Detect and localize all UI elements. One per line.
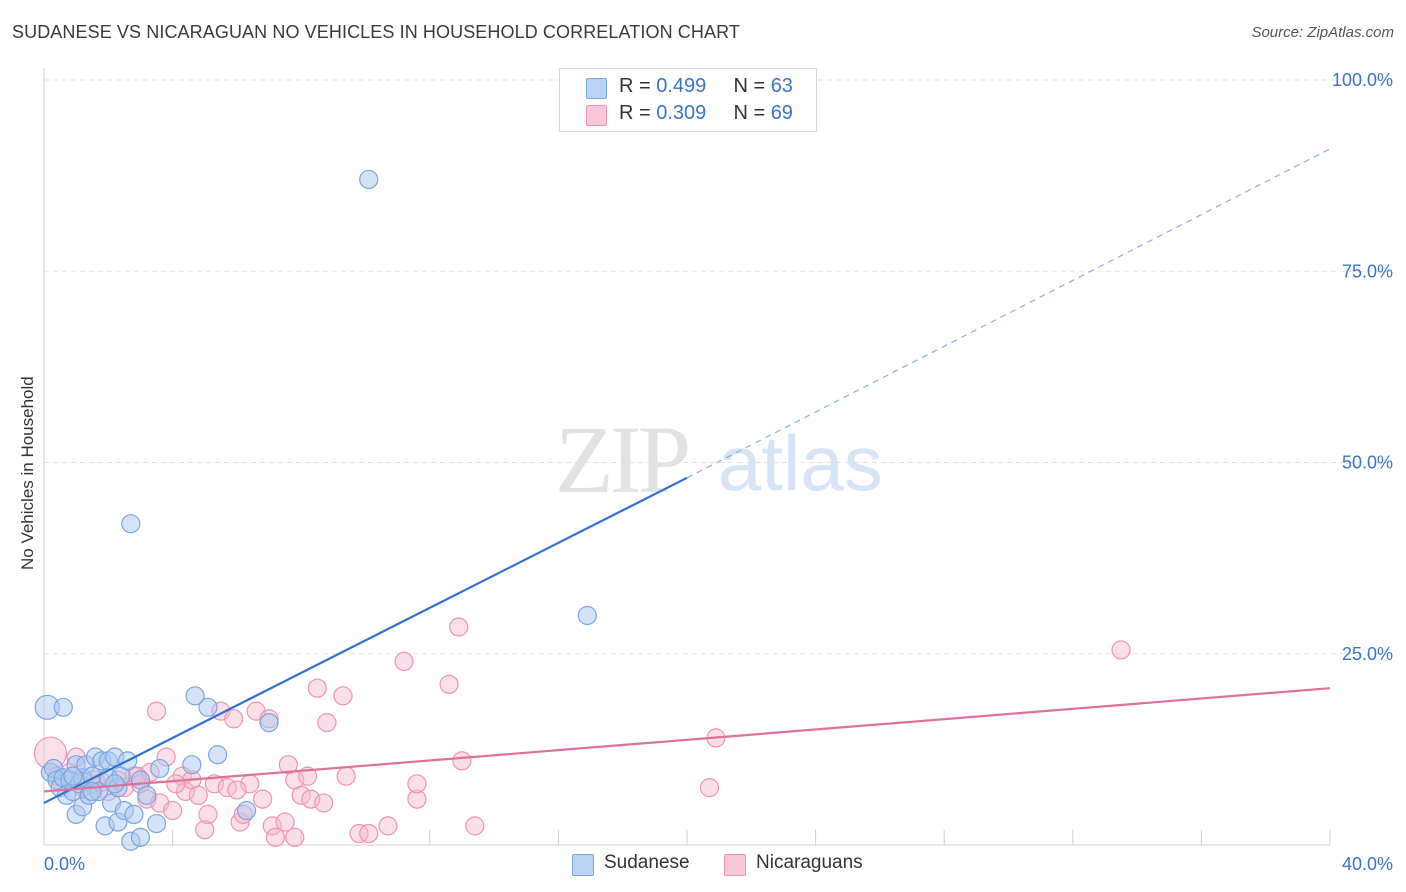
r-value: 0.309 (656, 102, 707, 124)
sudanese-point (146, 813, 167, 834)
nicaraguans-point (333, 686, 353, 706)
nicaraguans-point (275, 812, 295, 832)
nicaraguans-point (198, 804, 218, 825)
grid-layer (44, 79, 1392, 655)
sudanese-point (137, 785, 157, 805)
nicaraguans-point (175, 781, 196, 802)
watermark-atlas: atlas (718, 419, 883, 507)
source-label: Source: ZipAtlas.com (1251, 24, 1394, 41)
sudanese-swatch (572, 854, 594, 876)
nicaraguans-point (317, 712, 337, 733)
y-tick-label: 100.0% (1332, 70, 1393, 90)
nicaraguans-point (336, 766, 356, 786)
watermark-zip: ZIP (555, 406, 688, 513)
nicaraguans-point (253, 789, 273, 809)
r-label: R = (619, 75, 657, 97)
r-value: 0.499 (656, 75, 707, 97)
nicaraguans-point (349, 823, 369, 844)
nicaraguans-point (449, 617, 469, 637)
nicaraguans-point (394, 651, 414, 672)
nicaraguans-point (195, 820, 215, 840)
sudanese-trend-extension (686, 148, 1331, 479)
nicaraguans-swatch (586, 105, 607, 126)
sudanese-point (185, 686, 205, 706)
nicaraguans-point (166, 774, 186, 794)
axis-layer (43, 68, 1331, 846)
nicaraguans-points (33, 617, 1131, 847)
nicaraguans-point (1111, 640, 1131, 660)
nicaraguans-point (163, 800, 183, 821)
nicaraguans-point (188, 785, 208, 805)
nicaraguans-point (699, 778, 720, 798)
nicaraguans-point (407, 774, 427, 794)
sudanese-point (359, 169, 379, 190)
nicaraguans-point (262, 816, 282, 836)
sudanese-point (105, 774, 125, 794)
nicaraguans-point (291, 785, 311, 805)
nicaraguans-point (146, 701, 167, 721)
nicaraguans-point (439, 674, 459, 694)
n-label: N = (733, 102, 771, 124)
sudanese-point (259, 712, 279, 733)
chart-title: SUDANESE VS NICARAGUAN NO VEHICLES IN HO… (12, 22, 740, 42)
sudanese-point (63, 766, 83, 786)
tick-labels: 100.0% 75.0% 50.0% 25.0% 0.0% 40.0% (44, 70, 1393, 874)
sudanese-point (208, 745, 228, 765)
sudanese-point (121, 514, 141, 534)
nicaraguans-swatch (724, 854, 746, 876)
x-tick-label-max: 40.0% (1342, 854, 1393, 874)
nicaraguans-point (359, 823, 379, 844)
nicaraguans-point (307, 678, 327, 698)
y-axis-title-wrap: No Vehicles in Household (18, 376, 38, 800)
sudanese-points (34, 169, 597, 851)
y-tick-label: 50.0% (1342, 453, 1393, 473)
nicaraguans-point (285, 827, 305, 847)
x-tick-label-min: 0.0% (44, 854, 85, 874)
correlation-legend: R = 0.499 N = 63 R = 0.309 N = 69 (559, 68, 817, 132)
nicaraguans-point (452, 751, 472, 771)
y-tick-label: 25.0% (1342, 644, 1393, 664)
watermark: ZIP atlas (555, 406, 883, 513)
nicaraguans-trend-line (43, 687, 1331, 793)
nicaraguans-point (465, 816, 485, 836)
r-label: R = (619, 102, 657, 124)
sudanese-point (577, 605, 597, 626)
sudanese-point (53, 697, 73, 717)
nicaraguans-point (301, 789, 321, 809)
nicaraguans-point (407, 789, 427, 809)
legend-label: Sudanese (604, 852, 690, 873)
n-value: 63 (770, 75, 793, 97)
sudanese-swatch (586, 78, 607, 99)
sudanese-point (236, 800, 257, 821)
sudanese-point (150, 758, 170, 779)
sudanese-trend-line (43, 476, 688, 804)
nicaraguans-point (227, 780, 247, 800)
nicaraguans-point (224, 709, 244, 729)
nicaraguans-point (314, 793, 334, 813)
n-value: 69 (770, 102, 793, 124)
nicaraguans-point (378, 816, 398, 836)
sudanese-point (182, 755, 202, 775)
y-tick-label: 75.0% (1342, 261, 1393, 281)
nicaraguans-point (204, 774, 224, 794)
nicaraguans-point (265, 827, 286, 847)
n-label: N = (733, 75, 771, 97)
sudanese-point (198, 697, 218, 717)
legend-label: Nicaraguans (756, 852, 863, 873)
sudanese-point (124, 804, 144, 825)
sudanese-point (82, 781, 102, 802)
sudanese-point (130, 827, 151, 847)
y-axis-title: No Vehicles in Household (18, 376, 37, 570)
trend-lines (43, 148, 1331, 804)
